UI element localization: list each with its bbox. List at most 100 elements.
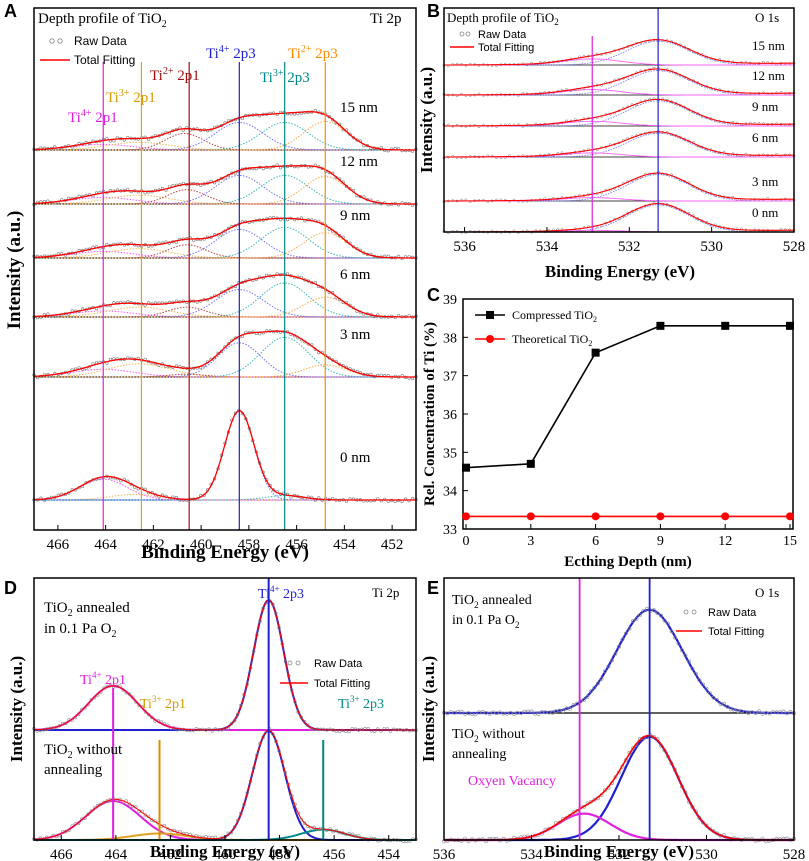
raw-data-point bbox=[753, 711, 758, 716]
raw-data-point bbox=[484, 710, 488, 715]
spectrum-3-nm: 3 nm bbox=[32, 327, 418, 381]
panel-a-letter: A bbox=[4, 1, 17, 21]
data-point-circle bbox=[462, 512, 470, 521]
panel-d-axes: 466 464 462 460 458 456 454 bbox=[50, 835, 400, 861]
raw-data-point bbox=[568, 707, 572, 711]
raw-data-point bbox=[536, 712, 541, 717]
x-tick-label: 454 bbox=[333, 537, 356, 553]
panel-b-ylabel: Intensity (a.u.) bbox=[417, 67, 436, 173]
raw-data-point bbox=[652, 608, 656, 613]
x-tick-label: 460 bbox=[190, 537, 213, 553]
raw-data-point bbox=[697, 678, 702, 683]
label-charge: 3+ bbox=[273, 68, 284, 79]
spectrum-9-nm: 9 nm bbox=[442, 97, 796, 129]
label-charge: 2+ bbox=[163, 66, 174, 77]
label-charge: 4+ bbox=[219, 44, 230, 55]
legend-raw-label: Raw Data bbox=[74, 34, 127, 48]
x-tick-label: 464 bbox=[105, 847, 128, 861]
lattice-oxygen-component bbox=[444, 70, 794, 96]
component-peak bbox=[34, 494, 416, 501]
x-tick-label: 532 bbox=[608, 847, 631, 861]
raw-data-point bbox=[236, 712, 240, 717]
raw-data-point bbox=[687, 659, 691, 664]
panel-e-ylabel: Intensity (a.u.) bbox=[419, 656, 438, 762]
panel-a-frame bbox=[33, 7, 417, 531]
raw-data-point bbox=[683, 653, 688, 658]
x-tick-label: 462 bbox=[142, 537, 165, 553]
panel-e-letter: E bbox=[427, 578, 439, 598]
raw-data-point bbox=[582, 698, 586, 703]
panel-c-letter: C bbox=[427, 285, 440, 305]
panel-e-vacancy-label: Oxyen Vacancy bbox=[468, 774, 556, 789]
label-orbital: 2p3 bbox=[360, 697, 385, 712]
depth-label: 3 nm bbox=[340, 327, 371, 343]
data-point-square bbox=[786, 321, 794, 330]
x-tick-label: 458 bbox=[268, 847, 291, 861]
spectrum-9-nm: 9 nm bbox=[32, 208, 418, 260]
label-orbital: 2p1 bbox=[102, 673, 127, 688]
label-orbital: 2p3 bbox=[229, 46, 255, 62]
raw-data-point bbox=[344, 184, 349, 188]
legend-theoretical-marker bbox=[486, 335, 494, 343]
x-tick-label: 6 bbox=[592, 534, 599, 549]
raw-data-point bbox=[505, 711, 509, 716]
legend-raw-marker bbox=[295, 660, 301, 666]
component-peak bbox=[33, 800, 416, 841]
panel-b-xlabel: Binding Energy (eV) bbox=[545, 262, 695, 281]
total-fitting-curve bbox=[34, 217, 416, 259]
label-ion: Ti bbox=[206, 46, 219, 62]
panel-b-legend: Raw Data Total Fitting bbox=[450, 29, 534, 54]
raw-data-point bbox=[547, 710, 551, 715]
component-peak bbox=[34, 226, 416, 259]
x-tick-label: 528 bbox=[783, 847, 806, 861]
raw-data-point bbox=[764, 710, 768, 715]
raw-data-point bbox=[676, 641, 681, 646]
raw-data-point bbox=[272, 488, 276, 492]
y-tick-label: 34 bbox=[443, 485, 457, 500]
x-tick-label: 536 bbox=[453, 239, 476, 255]
d-ti3-2p3-label: Ti3+ 2p3 bbox=[338, 694, 384, 712]
total-fitting-curve bbox=[33, 409, 416, 501]
raw-data-point bbox=[781, 709, 786, 714]
raw-data-point bbox=[760, 711, 765, 716]
ti3-2p1-label: Ti3+ 2p1 bbox=[106, 88, 156, 106]
ti2-2p3-label: Ti2+ 2p3 bbox=[288, 44, 338, 62]
raw-data-point bbox=[659, 613, 663, 618]
depth-label: 9 nm bbox=[340, 208, 371, 224]
raw-data-point bbox=[127, 692, 132, 696]
x-tick-label: 456 bbox=[285, 537, 308, 553]
legend-theoretical-label: Theoretical TiO2 bbox=[512, 332, 592, 348]
raw-data-point bbox=[543, 710, 548, 715]
raw-data-point bbox=[302, 821, 307, 825]
d-ti4-2p1-label: Ti4+ 2p1 bbox=[80, 670, 126, 688]
panel-d-without-label-2: annealing bbox=[44, 762, 103, 778]
raw-data-point bbox=[715, 698, 719, 702]
depth-label: 6 nm bbox=[340, 267, 371, 283]
label-orbital: 2p1 bbox=[129, 90, 155, 106]
label-ion: Ti bbox=[80, 673, 92, 688]
legend-raw-marker bbox=[287, 660, 293, 666]
raw-data-point bbox=[750, 710, 754, 715]
component-peak bbox=[34, 141, 416, 151]
spectrum-15-nm: 15 nm bbox=[442, 38, 796, 68]
raw-data-point bbox=[456, 710, 460, 714]
raw-data-point bbox=[701, 682, 705, 687]
panel-e-annealed-label-2: in 0.1 Pa O2 bbox=[452, 613, 520, 630]
raw-data-point bbox=[191, 728, 195, 733]
component-peak bbox=[34, 194, 416, 205]
raw-data-point bbox=[315, 827, 319, 831]
raw-data-point bbox=[540, 710, 544, 714]
data-point-square bbox=[656, 321, 665, 330]
x-tick-label: 532 bbox=[618, 239, 641, 255]
raw-data-point bbox=[613, 652, 618, 656]
panel-d-annealed-label-1: TiO2 annealed bbox=[44, 600, 130, 619]
legend-compressed-label: Compressed TiO2 bbox=[512, 308, 597, 324]
raw-data-point bbox=[473, 712, 478, 717]
raw-data-point bbox=[146, 712, 151, 717]
total-fitting-curve bbox=[33, 599, 416, 731]
raw-data-point bbox=[680, 648, 684, 653]
x-tick-label: 0 bbox=[463, 534, 470, 549]
raw-data-point bbox=[470, 712, 474, 717]
label-orbital: 2p3 bbox=[280, 587, 305, 602]
